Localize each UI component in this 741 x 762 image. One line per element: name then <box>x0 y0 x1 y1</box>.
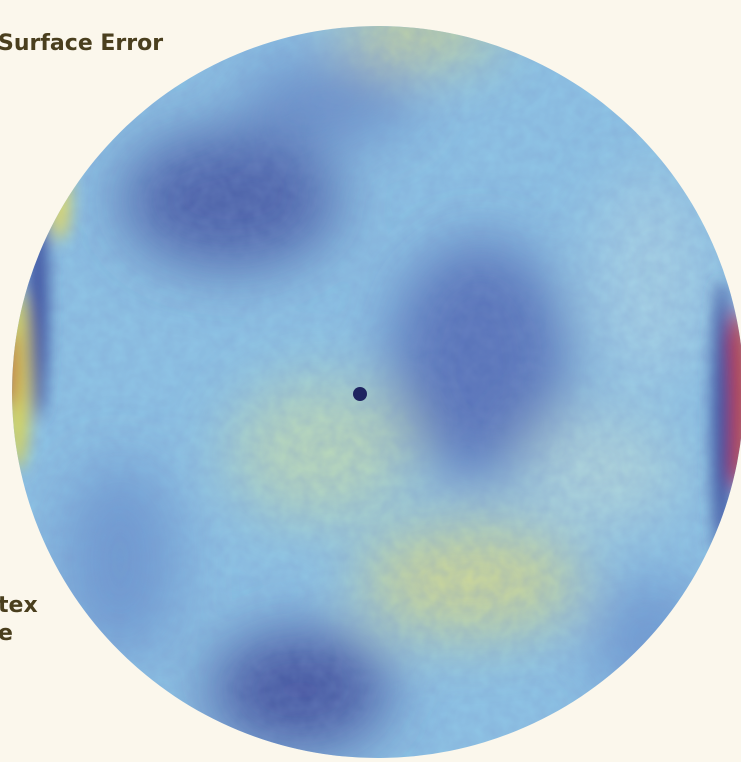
label-fragment: e <box>0 621 13 646</box>
title: Surface Error <box>0 31 163 56</box>
label-fragment: tex <box>0 593 38 618</box>
center-mark <box>353 387 367 401</box>
